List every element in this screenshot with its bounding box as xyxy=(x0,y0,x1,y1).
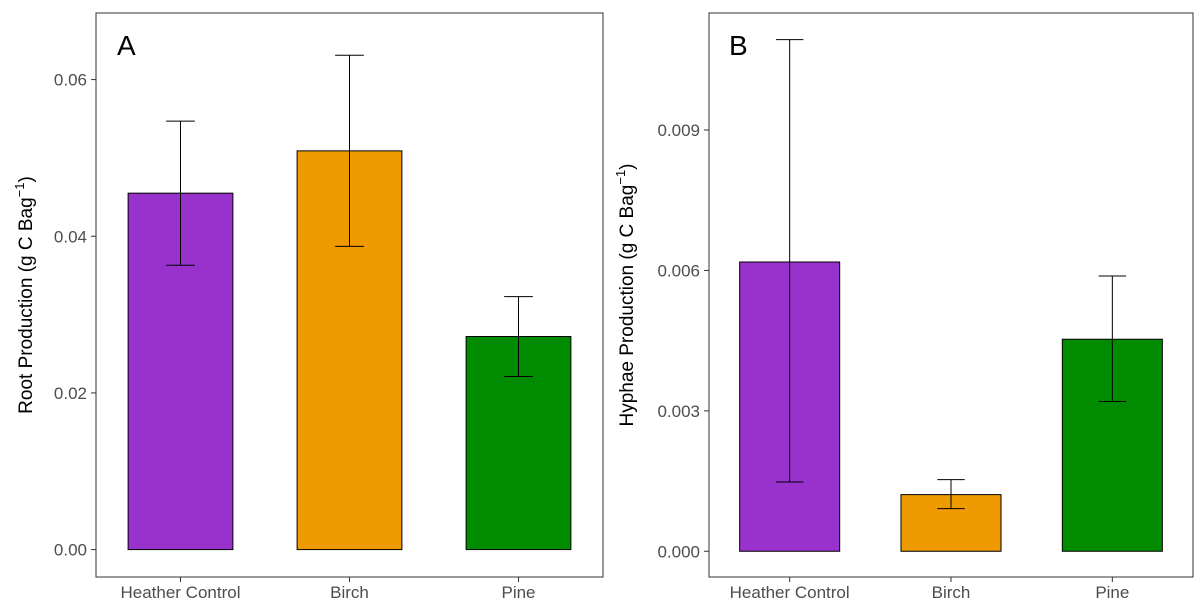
y-tick-label: 0.006 xyxy=(657,261,700,280)
x-tick-label: Pine xyxy=(501,583,535,602)
y-tick-label: 0.02 xyxy=(54,384,87,403)
x-tick-label: Birch xyxy=(330,583,369,602)
x-tick-label: Heather Control xyxy=(730,583,850,602)
x-tick-label: Birch xyxy=(932,583,971,602)
y-axis-label: Root Production (g C Bag−1) xyxy=(12,176,37,414)
y-tick-label: 0.04 xyxy=(54,227,87,246)
x-tick-label: Pine xyxy=(1095,583,1129,602)
y-tick-label: 0.000 xyxy=(657,542,700,561)
y-tick-label: 0.00 xyxy=(54,541,87,560)
chart-panel-a: 0.00 0.02 0.04 0.06 Heather Control Birch Pine… xyxy=(12,12,604,602)
y-tick-label: 0.06 xyxy=(54,71,87,90)
y-axis-label: Hyphae Production (g C Bag−1) xyxy=(613,163,638,426)
x-tick-label: Heather Control xyxy=(120,583,240,602)
panel-label: B xyxy=(729,30,748,61)
chart-panel-b: 0.000 0.003 0.006 0.009 Heather Control Birch… xyxy=(613,12,1194,602)
panel-label: A xyxy=(117,30,136,61)
y-tick-label: 0.003 xyxy=(657,402,700,421)
y-tick-label: 0.009 xyxy=(657,121,700,140)
